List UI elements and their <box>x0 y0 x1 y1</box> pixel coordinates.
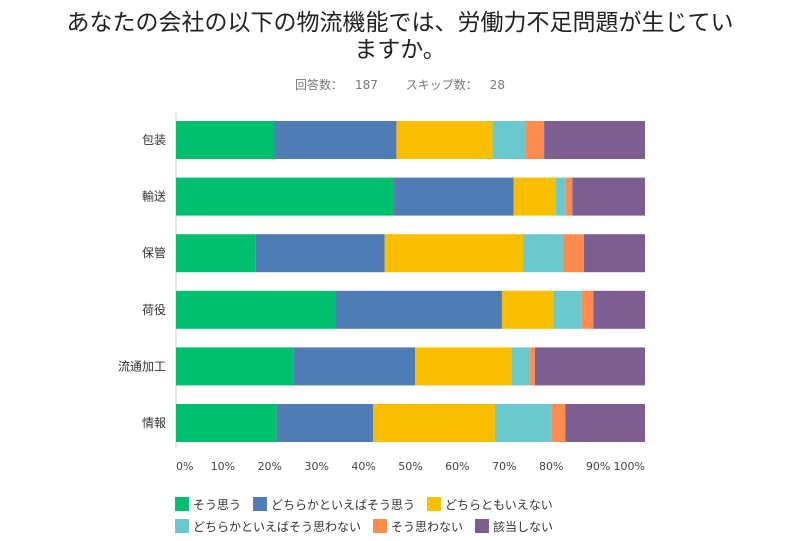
legend-label: そう思う <box>193 497 242 512</box>
legend-swatch <box>373 519 388 533</box>
x-tick-label: 20% <box>258 460 282 473</box>
x-tick-label: 10% <box>211 460 235 473</box>
legend-swatch <box>253 497 268 511</box>
skips-label: スキップ数： <box>405 78 478 92</box>
bar-segment[interactable] <box>176 177 395 216</box>
category-label: 情報 <box>142 416 166 430</box>
responses-value: 187 <box>354 78 378 92</box>
chart-legend: そう思う どちらかといえばそう思う どちらともいえないどちらかといえばそう思わない そ… <box>175 494 735 538</box>
bar-segment[interactable] <box>581 290 594 329</box>
bar-segment[interactable] <box>565 404 645 442</box>
bar-segment[interactable] <box>501 290 554 329</box>
legend-row: そう思う どちらかといえばそう思う どちらともいえない <box>175 494 735 514</box>
x-tick-label: 0% <box>176 460 193 473</box>
bar-segment[interactable] <box>572 177 645 216</box>
bar-segment[interactable] <box>553 290 582 329</box>
bar-segment[interactable] <box>394 177 514 216</box>
legend-item[interactable]: どちらともいえない <box>427 496 553 513</box>
legend-item[interactable]: そう思う <box>175 496 241 513</box>
bar-segment[interactable] <box>335 290 502 329</box>
bar-segment[interactable] <box>562 234 585 273</box>
x-tick-label: 70% <box>492 460 516 473</box>
bar-segment[interactable] <box>176 121 275 159</box>
legend-item[interactable]: 該当しない <box>475 518 553 535</box>
category-label: 包装 <box>142 133 166 147</box>
legend-item[interactable]: どちらかといえばそう思わない <box>175 518 361 535</box>
skips-count: スキップ数： 28 <box>400 78 511 92</box>
category-label: 流通加工 <box>118 359 166 373</box>
legend-label: どちらともいえない <box>445 497 553 512</box>
legend-swatch <box>175 519 189 533</box>
chart-title-line-1: あなたの会社の以下の物流機能では、労働力不足問題が生じてい <box>66 10 734 36</box>
legend-row: どちらかといえばそう思わない そう思わない 該当しない <box>175 516 735 536</box>
bar-segment[interactable] <box>523 234 563 273</box>
responses-label: 回答数： <box>294 78 343 92</box>
x-tick-label: 50% <box>398 460 422 473</box>
bar-segment[interactable] <box>396 121 493 159</box>
bar-segment[interactable] <box>511 347 531 386</box>
bar-segment[interactable] <box>293 347 416 386</box>
bar-segment[interactable] <box>534 347 645 386</box>
legend-swatch <box>475 519 490 533</box>
x-tick-label: 100% <box>614 460 645 473</box>
bar-segment[interactable] <box>176 404 277 442</box>
bar-segment[interactable] <box>544 121 645 159</box>
bar-segment[interactable] <box>176 290 336 329</box>
category-label: 輸送 <box>142 189 166 204</box>
bar-segment[interactable] <box>555 177 566 216</box>
legend-label: そう思わない <box>391 519 464 534</box>
x-tick-label: 90% <box>586 460 610 473</box>
legend-swatch <box>427 497 442 511</box>
x-tick-label: 60% <box>445 460 469 473</box>
bar-segment[interactable] <box>274 121 397 159</box>
bar-segment[interactable] <box>415 347 512 386</box>
bar-segment[interactable] <box>551 404 566 442</box>
bar-segment[interactable] <box>276 404 373 442</box>
bar-segment[interactable] <box>525 121 545 159</box>
category-label: 荷役 <box>142 302 166 317</box>
responses-count: 回答数： 187 <box>289 78 384 92</box>
response-summary: 回答数： 187 スキップ数： 28 <box>0 76 800 93</box>
legend-swatch <box>175 497 189 511</box>
skips-value: 28 <box>489 78 506 92</box>
bar-segment[interactable] <box>384 234 524 273</box>
bar-segment[interactable] <box>565 177 573 216</box>
legend-item[interactable]: そう思わない <box>373 518 463 535</box>
bar-segment[interactable] <box>492 121 526 159</box>
x-tick-label: 30% <box>304 460 328 473</box>
bar-segment[interactable] <box>255 234 385 273</box>
chart-title-line-2: ますか。 <box>354 37 446 63</box>
bar-segment[interactable] <box>176 234 256 273</box>
bar-segment[interactable] <box>176 347 294 386</box>
category-label: 保管 <box>142 245 166 260</box>
chart-title: あなたの会社の以下の物流機能では、労働力不足問題が生じてい ますか。 <box>0 10 800 64</box>
legend-label: 該当しない <box>493 519 554 534</box>
x-tick-label: 80% <box>539 460 563 473</box>
bar-segment[interactable] <box>593 290 645 329</box>
bar-segment[interactable] <box>494 404 552 442</box>
bar-segment[interactable] <box>372 404 495 442</box>
x-tick-label: 40% <box>351 460 375 473</box>
bar-segment[interactable] <box>530 347 535 386</box>
legend-label: どちらかといえばそう思わない <box>193 519 362 534</box>
bar-segment[interactable] <box>513 177 556 216</box>
legend-item[interactable]: どちらかといえばそう思う <box>253 496 415 513</box>
legend-label: どちらかといえばそう思う <box>271 497 416 512</box>
bar-segment[interactable] <box>584 234 645 273</box>
